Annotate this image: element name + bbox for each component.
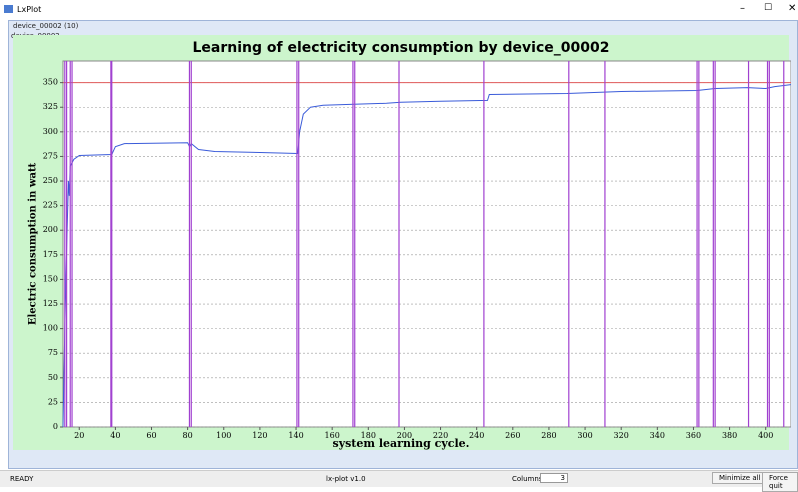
x-axis-label: system learning cycle. xyxy=(333,437,470,450)
x-tick-label: 300 xyxy=(577,431,592,440)
x-tick-label: 80 xyxy=(183,431,193,440)
minimize-all-button[interactable]: Minimize all xyxy=(712,472,768,484)
internal-frame: device_00002 (10) device_00002 Learning … xyxy=(8,20,798,469)
columns-label: Columns xyxy=(512,475,543,483)
y-tick-label: 50 xyxy=(48,373,58,382)
y-tick-label: 275 xyxy=(43,151,58,160)
x-tick-label: 200 xyxy=(397,431,412,440)
x-tick-label: 120 xyxy=(252,431,267,440)
chart: Learning of electricity consumption by d… xyxy=(13,35,791,450)
y-axis-label: Electric consumption in watt xyxy=(28,162,39,325)
x-tick-label: 20 xyxy=(74,431,84,440)
x-tick-label: 280 xyxy=(541,431,556,440)
plot-area xyxy=(62,60,791,428)
app-icon xyxy=(4,5,13,13)
x-tick-label: 260 xyxy=(505,431,520,440)
close-button[interactable]: ✕ xyxy=(788,3,797,14)
y-tick-label: 150 xyxy=(43,274,58,283)
x-tick-label: 340 xyxy=(650,431,665,440)
y-tick-label: 0 xyxy=(53,422,58,431)
y-tick-label: 250 xyxy=(43,176,58,185)
y-tick-label: 300 xyxy=(43,127,58,136)
x-tick-label: 60 xyxy=(146,431,156,440)
chart-title: Learning of electricity consumption by d… xyxy=(193,40,610,56)
title-bar: LxPlot – ☐ ✕ xyxy=(0,0,798,20)
x-tick-label: 100 xyxy=(216,431,231,440)
status-bar: READY lx-plot v1.0 Columns 3 Minimize al… xyxy=(0,470,798,492)
minimize-button[interactable]: – xyxy=(740,3,745,14)
series-line xyxy=(62,84,791,428)
x-tick-label: 320 xyxy=(614,431,629,440)
x-tick-label: 400 xyxy=(758,431,773,440)
x-tick-label: 380 xyxy=(722,431,737,440)
y-tick-label: 175 xyxy=(43,250,58,259)
version: lx-plot v1.0 xyxy=(326,475,366,483)
x-tick-label: 180 xyxy=(361,431,376,440)
columns-spinner[interactable]: 3 xyxy=(540,473,568,483)
force-quit-button[interactable]: Force quit xyxy=(762,472,798,492)
maximize-button[interactable]: ☐ xyxy=(764,3,773,13)
x-tick-label: 40 xyxy=(110,431,120,440)
y-tick-label: 100 xyxy=(43,324,58,333)
y-tick-label: 350 xyxy=(43,78,58,87)
window-title: LxPlot xyxy=(17,5,42,14)
frame-title: device_00002 (10) xyxy=(13,22,79,30)
x-tick-label: 220 xyxy=(433,431,448,440)
x-tick-label: 240 xyxy=(469,431,484,440)
y-tick-label: 325 xyxy=(43,102,58,111)
x-tick-label: 360 xyxy=(686,431,701,440)
y-tick-label: 25 xyxy=(48,397,58,406)
x-tick-label: 140 xyxy=(288,431,303,440)
y-tick-label: 75 xyxy=(48,348,58,357)
y-tick-label: 200 xyxy=(43,225,58,234)
status-state: READY xyxy=(10,475,34,483)
y-tick-label: 225 xyxy=(43,201,58,210)
x-tick-label: 160 xyxy=(325,431,340,440)
y-tick-label: 125 xyxy=(43,299,58,308)
